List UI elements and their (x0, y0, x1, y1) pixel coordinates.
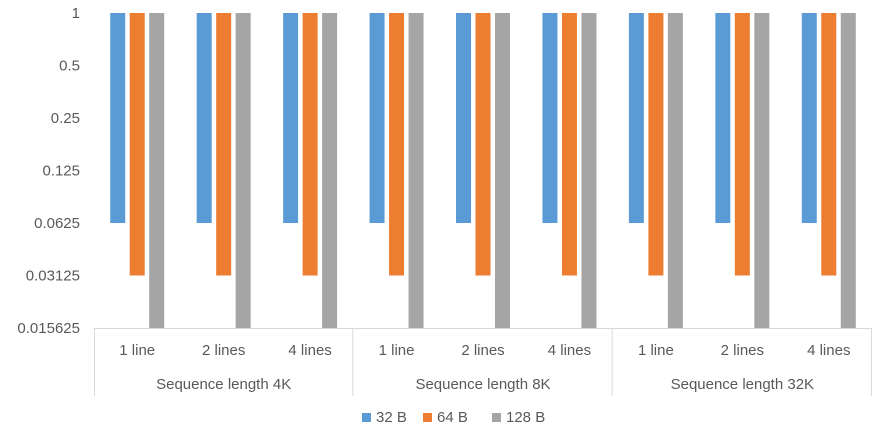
bar (581, 13, 597, 328)
bar (821, 13, 837, 276)
bar (754, 13, 770, 328)
x-tick-label: 2 lines (461, 342, 504, 359)
bar (648, 13, 664, 276)
x-tick-label: 1 line (638, 342, 674, 359)
y-tick-label: 0.125 (42, 163, 80, 180)
y-tick-label: 0.0625 (34, 215, 80, 232)
bar (110, 13, 126, 223)
legend-swatch (423, 413, 432, 422)
x-tick-label: 2 lines (721, 342, 764, 359)
x-tick-label: 1 line (119, 342, 155, 359)
bar (734, 13, 750, 276)
bar (196, 13, 212, 223)
x-tick-label: 4 lines (807, 342, 850, 359)
bar (495, 13, 510, 328)
bar (475, 13, 491, 276)
legend-label: 32 B (376, 409, 407, 426)
x-tick-label: 4 lines (288, 342, 331, 359)
bar (129, 13, 145, 276)
bar (389, 13, 405, 276)
bar (322, 13, 338, 328)
bar (667, 13, 683, 328)
legend-swatch (362, 413, 371, 422)
bar (283, 13, 299, 223)
y-tick-label: 0.25 (51, 110, 80, 127)
bar (561, 13, 577, 276)
legend-label: 64 B (437, 409, 468, 426)
bar (456, 13, 471, 223)
bar (801, 13, 817, 223)
y-tick-label: 0.5 (59, 58, 80, 75)
bar (235, 13, 251, 328)
bar (628, 13, 644, 223)
bar (715, 13, 731, 223)
bar (216, 13, 232, 276)
y-tick-label: 1 (72, 5, 80, 22)
group-label: Sequence length 4K (156, 376, 291, 393)
y-tick-label: 0.03125 (26, 268, 80, 285)
group-label: Sequence length 32K (671, 376, 814, 393)
group-label: Sequence length 8K (415, 376, 550, 393)
legend-swatch (492, 413, 501, 422)
bar (369, 13, 385, 223)
bar (542, 13, 558, 223)
legend-label: 128 B (506, 409, 545, 426)
x-tick-label: 1 line (379, 342, 415, 359)
bar (408, 13, 424, 328)
y-tick-label: 0.015625 (17, 320, 80, 337)
x-tick-label: 4 lines (548, 342, 591, 359)
bar (149, 13, 165, 328)
bar (302, 13, 318, 276)
x-tick-label: 2 lines (202, 342, 245, 359)
bar (840, 13, 856, 328)
